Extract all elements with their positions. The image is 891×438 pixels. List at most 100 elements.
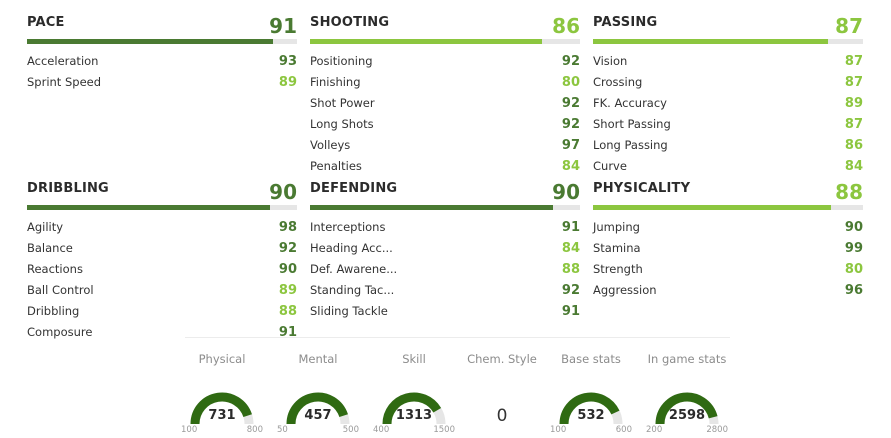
attribute-row: Reactions 90	[27, 259, 297, 280]
attribute-label: Ball Control	[27, 283, 94, 297]
attribute-label: Heading Acc...	[310, 241, 393, 255]
attribute-value: 92	[561, 54, 580, 69]
attribute-value: 87	[844, 54, 863, 69]
attribute-row: Shot Power 92	[310, 93, 580, 114]
gauge-label: Mental	[298, 352, 338, 366]
gauge-min: 100	[550, 425, 567, 435]
attribute-label: Balance	[27, 241, 73, 255]
attribute-value: 93	[278, 54, 297, 69]
attribute-row: Composure 91	[27, 322, 297, 343]
gauge-fill	[286, 392, 348, 425]
attribute-value: 84	[844, 159, 863, 174]
attribute-row: FK. Accuracy 89	[593, 93, 863, 114]
attribute-label: Aggression	[593, 283, 657, 297]
attribute-label: Long Passing	[593, 138, 668, 152]
attribute-label: Positioning	[310, 54, 373, 68]
attribute-label: Acceleration	[27, 54, 99, 68]
gauge-label: Skill	[402, 352, 426, 366]
category-name: PACE	[27, 15, 65, 30]
attribute-label: Curve	[593, 159, 627, 173]
gauge-value: 2598	[668, 408, 706, 423]
category-value: 87	[835, 14, 863, 38]
summary-gauge-physical: Physical 731 100 800	[177, 350, 267, 438]
attribute-value: 91	[278, 325, 297, 340]
attribute-value: 86	[844, 138, 863, 153]
attribute-row: Crossing 87	[593, 72, 863, 93]
category-header: SHOOTING 86	[310, 8, 580, 38]
gauge-arc-icon	[382, 392, 446, 425]
attribute-value: 89	[278, 75, 297, 90]
attribute-row: Standing Tac... 92	[310, 280, 580, 301]
attribute-value: 92	[561, 96, 580, 111]
attribute-value: 80	[561, 75, 580, 90]
attribute-list: Vision 87 Crossing 87 FK. Accuracy 89 Short Pa…	[593, 51, 863, 177]
attribute-list: Agility 98 Balance 92 Reactions 90 Ball Contro…	[27, 217, 297, 343]
attribute-list: Jumping 90 Stamina 99 Strength 80 Aggression 96	[593, 217, 863, 301]
category-bar-fill	[27, 205, 270, 210]
category-bar	[27, 205, 297, 210]
attribute-label: Long Shots	[310, 117, 374, 131]
attribute-row: Penalties 84	[310, 156, 580, 177]
gauge-max: 800	[246, 425, 263, 435]
attribute-row: Volleys 97	[310, 135, 580, 156]
gauge-arc-icon	[559, 392, 623, 425]
category-header: PHYSICALITY 88	[593, 174, 863, 204]
attribute-label: Stamina	[593, 241, 641, 255]
category-physicality: PHYSICALITY 88 Jumping 90 Stamina 99 Strength 8…	[593, 174, 863, 301]
gauge-label: In game stats	[647, 352, 727, 366]
attribute-value: 98	[278, 220, 297, 235]
category-bar-fill	[310, 205, 553, 210]
category-bar-fill	[593, 205, 831, 210]
attribute-value: 91	[561, 304, 580, 319]
attribute-row: Interceptions 91	[310, 217, 580, 238]
attribute-value: 92	[561, 283, 580, 298]
summary-gauge-skill: Skill 1313 400 1500	[369, 350, 459, 438]
summary-gauge-in-game-stats: In game stats 2598 200 2800	[642, 350, 732, 438]
category-header: PASSING 87	[593, 8, 863, 38]
attribute-value: 80	[844, 262, 863, 277]
gauge-value: 731	[208, 408, 236, 423]
attribute-row: Heading Acc... 84	[310, 238, 580, 259]
attribute-value: 96	[844, 283, 863, 298]
attribute-label: Crossing	[593, 75, 643, 89]
category-name: PHYSICALITY	[593, 181, 691, 196]
category-defending: DEFENDING 90 Interceptions 91 Heading Acc...…	[310, 174, 580, 322]
attribute-value: 88	[561, 262, 580, 277]
gauge-arc-icon	[190, 392, 254, 425]
attribute-row: Strength 80	[593, 259, 863, 280]
attribute-label: Shot Power	[310, 96, 375, 110]
category-name: DEFENDING	[310, 181, 398, 196]
attribute-row: Def. Awarene... 88	[310, 259, 580, 280]
gauge-min: 400	[373, 425, 390, 435]
category-bar	[593, 39, 863, 44]
attribute-row: Aggression 96	[593, 280, 863, 301]
category-name: SHOOTING	[310, 15, 390, 30]
attribute-value: 84	[561, 241, 580, 256]
category-bar-fill	[27, 39, 273, 44]
attribute-label: Sprint Speed	[27, 75, 102, 89]
category-pace: PACE 91 Acceleration 93 Sprint Speed 89	[27, 8, 297, 93]
attribute-row: Sliding Tackle 91	[310, 301, 580, 322]
attribute-label: Interceptions	[310, 220, 386, 234]
attribute-label: Finishing	[310, 75, 361, 89]
attribute-value: 97	[561, 138, 580, 153]
summary-gauge-base-stats: Base stats 532 100 600	[546, 350, 636, 438]
category-dribbling: DRIBBLING 90 Agility 98 Balance 92 Reactions 90…	[27, 174, 297, 343]
attribute-row: Long Passing 86	[593, 135, 863, 156]
category-shooting: SHOOTING 86 Positioning 92 Finishing 80 Shot P…	[310, 8, 580, 177]
attribute-value: 90	[844, 220, 863, 235]
gauge-body: 1313 400 1500	[369, 368, 459, 438]
gauge-body: 532 100 600	[546, 368, 636, 438]
gauge-label: Physical	[198, 352, 246, 366]
category-value: 90	[552, 180, 580, 204]
category-name: DRIBBLING	[27, 181, 109, 196]
attribute-list: Acceleration 93 Sprint Speed 89	[27, 51, 297, 93]
category-value: 91	[269, 14, 297, 38]
attribute-row: Dribbling 88	[27, 301, 297, 322]
attribute-label: Short Passing	[593, 117, 671, 131]
attribute-label: FK. Accuracy	[593, 96, 667, 110]
attribute-value: 92	[561, 117, 580, 132]
attribute-row: Curve 84	[593, 156, 863, 177]
attribute-list: Interceptions 91 Heading Acc... 84 Def. Awar…	[310, 217, 580, 322]
gauge-body: 0	[457, 368, 547, 438]
